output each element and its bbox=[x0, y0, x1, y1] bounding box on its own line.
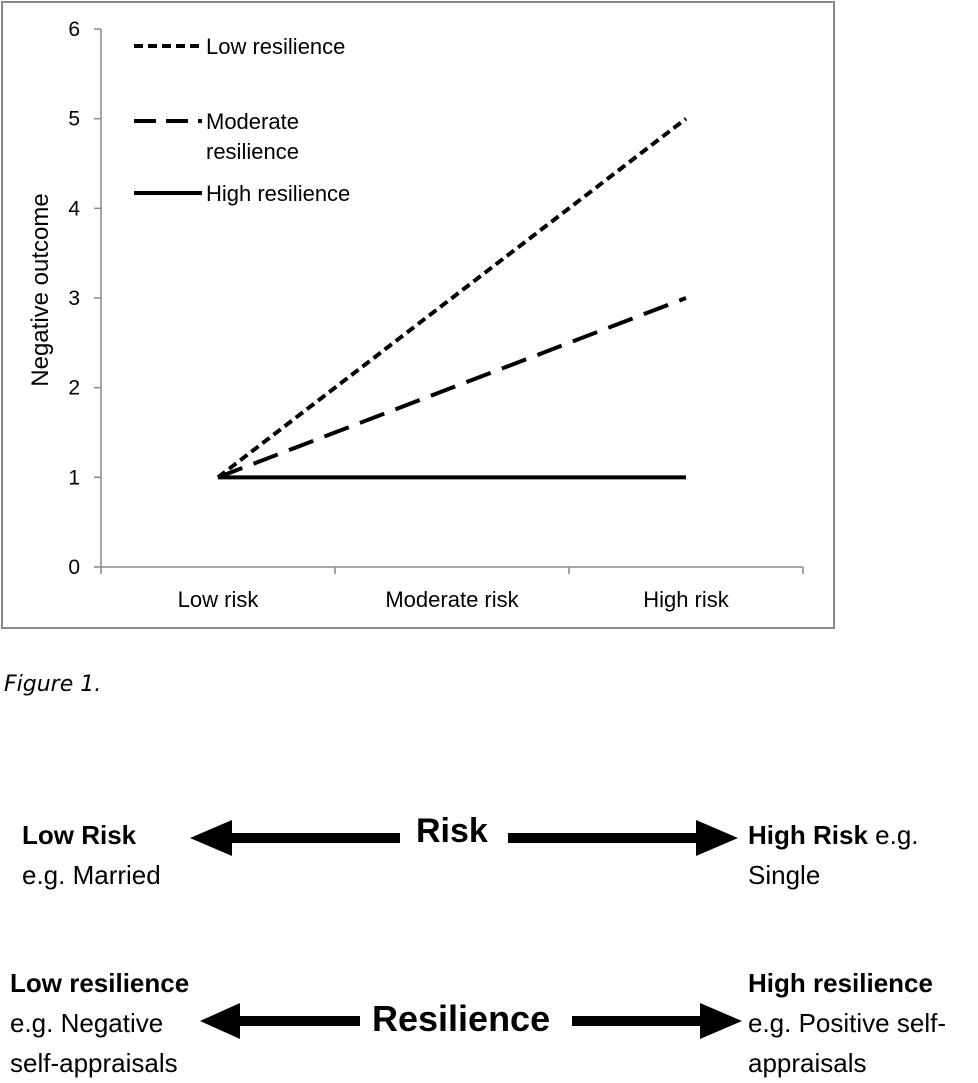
figure-caption: Figure 1. bbox=[4, 672, 102, 697]
low-risk-example: e.g. Married bbox=[22, 860, 161, 890]
line-chart: 0 1 2 3 4 5 6 Low risk Moderate risk High risk Lo… bbox=[1, 1, 835, 629]
legend-label: Low resilience bbox=[206, 34, 345, 59]
risk-left-arrow bbox=[190, 820, 400, 856]
low-risk-title: Low Risk bbox=[22, 820, 137, 850]
y-tick-label: 6 bbox=[68, 18, 80, 41]
y-tick-label: 1 bbox=[68, 466, 80, 489]
resilience-right-arrow bbox=[572, 1003, 742, 1039]
low-resilience-example-2: self-appraisals bbox=[10, 1048, 178, 1078]
legend-label: High resilience bbox=[206, 181, 350, 206]
y-tick-label: 5 bbox=[68, 108, 80, 131]
x-tick-label: High risk bbox=[643, 587, 730, 612]
y-tick-label: 3 bbox=[68, 287, 80, 310]
high-resilience-label: High resilience e.g. Positive self- appr… bbox=[748, 963, 946, 1083]
chart-axes: 0 1 2 3 4 5 6 Low risk Moderate risk High risk bbox=[68, 18, 804, 612]
chart-frame bbox=[1, 1, 835, 629]
y-tick-label: 4 bbox=[68, 197, 80, 220]
risk-axis-title: Risk bbox=[416, 812, 488, 850]
high-risk-example: Single bbox=[748, 860, 821, 890]
resilience-left-arrow bbox=[200, 1003, 360, 1039]
risk-right-arrow bbox=[508, 820, 738, 856]
high-resilience-title: High resilience bbox=[748, 968, 933, 998]
high-risk-label: High Risk e.g. Single bbox=[748, 815, 919, 895]
high-resilience-example-1: e.g. Positive self- bbox=[748, 1008, 946, 1038]
y-tick-label: 0 bbox=[68, 556, 80, 579]
y-tick-label: 2 bbox=[68, 377, 80, 400]
y-axis-label: Negative outcome bbox=[27, 193, 54, 386]
low-resilience-example-1: e.g. Negative bbox=[10, 1008, 164, 1038]
low-resilience-label: Low resilience e.g. Negative self-apprai… bbox=[10, 963, 189, 1083]
resilience-axis-title: Resilience bbox=[372, 998, 551, 1039]
legend-label: Moderate resilience bbox=[206, 109, 299, 164]
series-line bbox=[216, 117, 688, 479]
high-resilience-example-2: appraisals bbox=[748, 1048, 867, 1078]
x-tick-label: Moderate risk bbox=[385, 587, 519, 612]
low-resilience-title: Low resilience bbox=[10, 968, 190, 998]
x-tick-label: Low risk bbox=[178, 587, 260, 612]
chart-series bbox=[216, 117, 688, 480]
low-risk-label: Low Risk e.g. Married bbox=[22, 815, 161, 895]
high-risk-eg: e.g. bbox=[867, 820, 919, 850]
series-line bbox=[217, 296, 687, 480]
chart-legend: Low resilience Moderate resilience High res… bbox=[134, 34, 350, 206]
high-risk-title: High Risk bbox=[748, 820, 868, 850]
